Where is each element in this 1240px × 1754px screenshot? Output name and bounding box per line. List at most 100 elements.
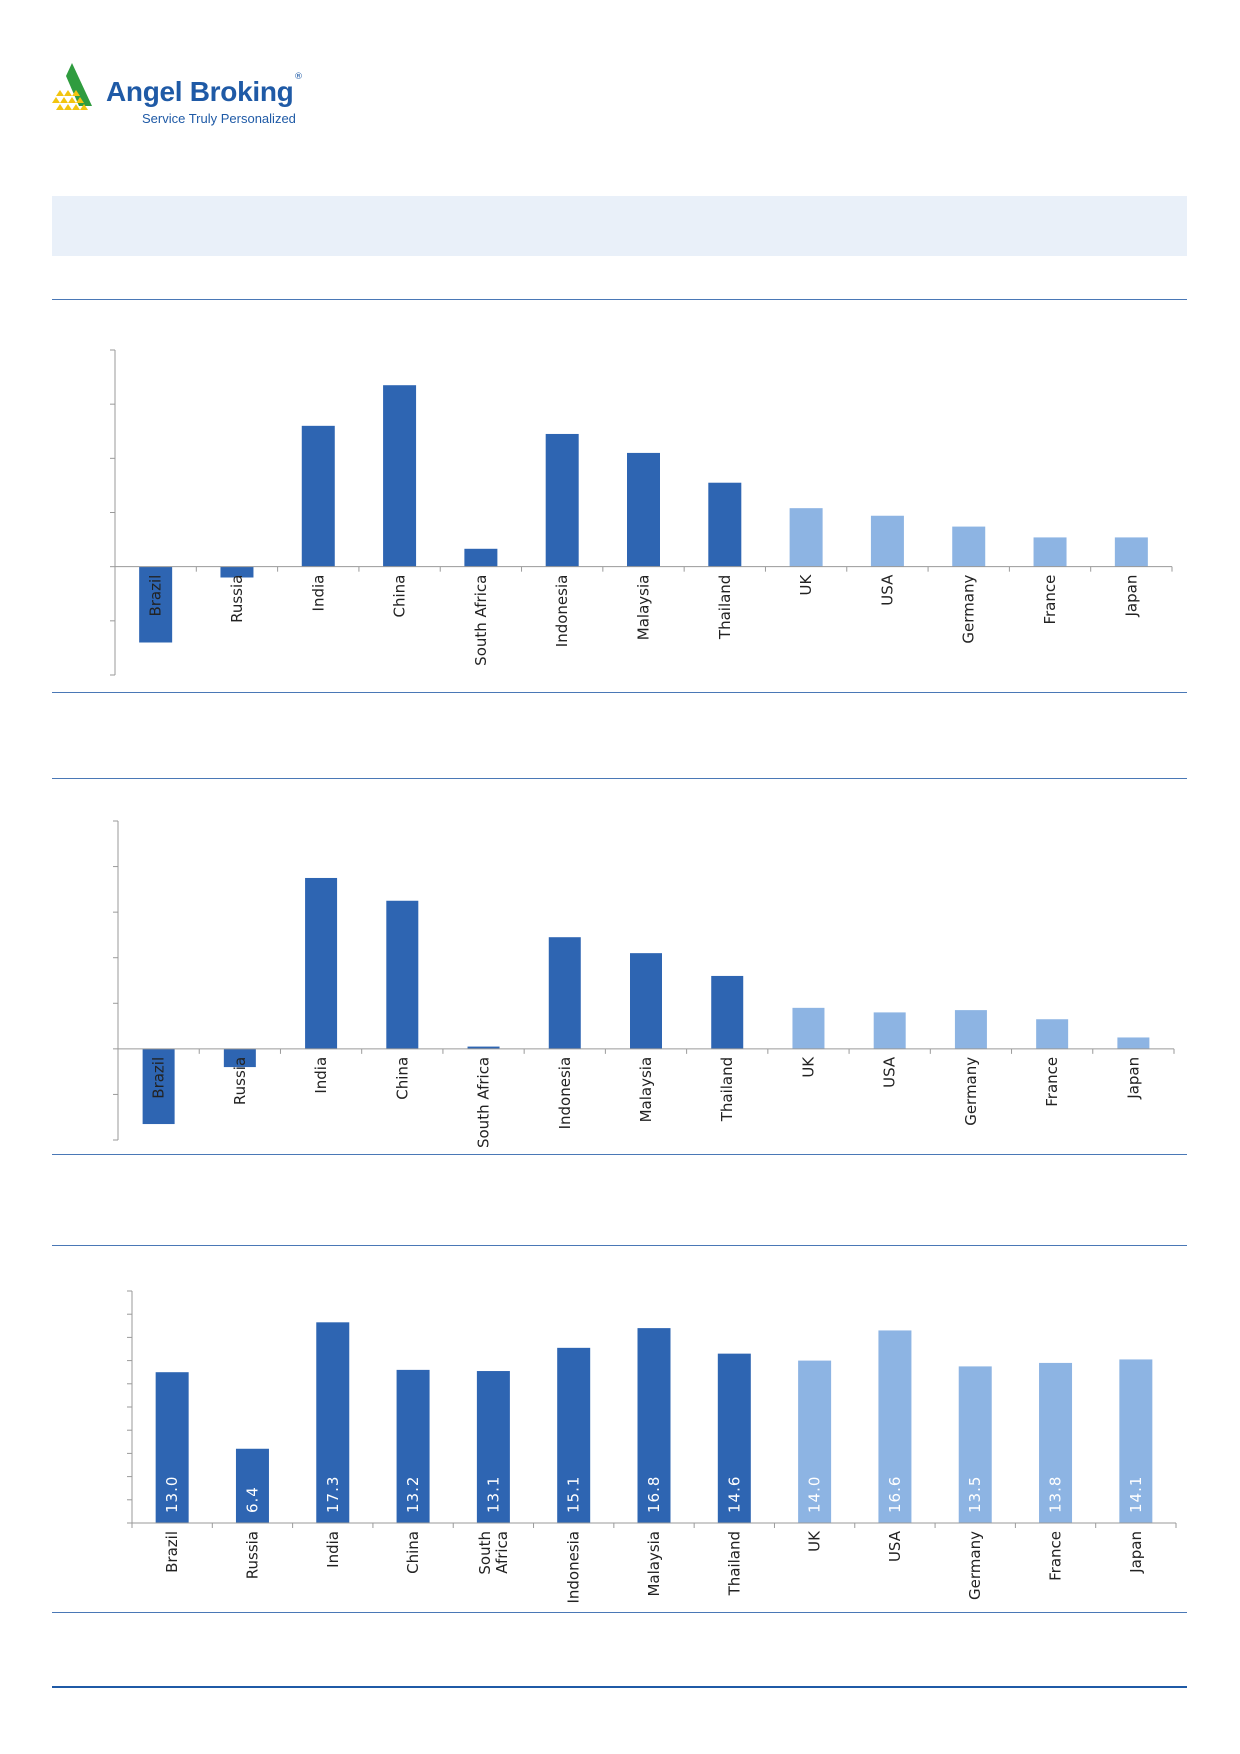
value-label-france: 13.8: [1047, 1476, 1065, 1513]
category-label-china: China: [393, 1057, 411, 1100]
logo-registered-mark: ®: [294, 72, 303, 82]
chart-3-bottom-rule: [52, 1612, 1187, 1613]
bar-france: [1036, 1019, 1069, 1049]
category-label-malaysia: Malaysia: [645, 1531, 663, 1597]
bar-russia: [223, 1048, 256, 1068]
bar-brazil: [155, 1372, 189, 1523]
category-label-india: India: [312, 1057, 330, 1094]
bar-india: [301, 425, 335, 567]
chart-1: Brazil Russia India China South Africa Indone…: [110, 349, 1173, 676]
bar-uk: [792, 1007, 825, 1049]
category-label-uk: UK: [797, 574, 815, 596]
bar-germany: [954, 1010, 987, 1049]
category-label-line: Indonesia: [553, 575, 571, 648]
value-label-japan: 14.1: [1127, 1476, 1145, 1513]
category-label-brazil: Brazil: [163, 1531, 181, 1573]
value-label-malaysia: 16.8: [645, 1476, 663, 1513]
bar-south-africa: [464, 548, 498, 567]
category-label-thailand: Thailand: [718, 1057, 736, 1122]
category-label-line: China: [404, 1531, 422, 1574]
category-label-usa: USA: [881, 1056, 899, 1088]
bar-japan: [1117, 1037, 1150, 1049]
value-label-indonesia: 15.1: [565, 1476, 583, 1513]
category-label-line: USA: [878, 574, 896, 606]
category-label-line: Africa: [493, 1531, 511, 1574]
chart-1-panel: Brazil Russia India China South Africa Indone…: [52, 300, 1187, 692]
bar-germany: [952, 526, 986, 567]
logo-pyramid-icon: [52, 63, 92, 110]
category-label-germany: Germany: [962, 1057, 980, 1126]
bar-russia: [220, 566, 254, 578]
value-label-china: 13.2: [404, 1476, 422, 1513]
category-label-line: India: [324, 1531, 342, 1568]
page-footer-rule: [52, 1686, 1187, 1688]
bar-russia: [235, 1448, 269, 1523]
category-label-france: France: [1043, 1057, 1061, 1107]
category-label-line: Brazil: [163, 1531, 181, 1573]
bar-brazil: [139, 566, 173, 643]
bar-usa: [873, 1012, 906, 1049]
category-label-line: UK: [797, 574, 815, 596]
category-label-thailand: Thailand: [725, 1531, 743, 1596]
bar-japan: [1114, 537, 1148, 567]
bar-usa: [878, 1330, 912, 1523]
value-label-uk: 14.0: [806, 1476, 824, 1513]
category-label-indonesia: Indonesia: [553, 575, 571, 648]
logo-name: Angel Broking: [106, 76, 294, 107]
category-label-france: France: [1041, 575, 1059, 625]
bar-brazil: [142, 1048, 175, 1125]
category-label-line: Brazil: [147, 575, 165, 617]
bar-thailand: [717, 1353, 751, 1523]
chart-3: Brazil Russia India China SouthAfrica Indones…: [127, 1290, 1177, 1604]
category-label-indonesia: Indonesia: [556, 1057, 574, 1130]
category-label-line: India: [309, 575, 327, 612]
category-label-usa: USA: [886, 1530, 904, 1562]
category-label-south-africa: SouthAfrica: [476, 1531, 511, 1575]
category-label-india: India: [309, 575, 327, 612]
category-label-line: Germany: [962, 1057, 980, 1126]
chart-1-top-rule: [52, 299, 1187, 300]
chart-2-bottom-rule: [52, 1154, 1187, 1155]
bar-germany: [958, 1366, 992, 1523]
category-label-line: South: [476, 1531, 494, 1575]
category-label-russia: Russia: [228, 575, 246, 623]
value-label-india: 17.3: [324, 1476, 342, 1513]
category-label-malaysia: Malaysia: [635, 575, 653, 641]
category-label-japan: Japan: [1127, 1531, 1145, 1574]
category-label-line: China: [391, 575, 409, 618]
category-label-uk: UK: [799, 1056, 817, 1078]
bar-france: [1039, 1362, 1073, 1523]
category-label-line: Russia: [243, 1531, 261, 1579]
category-label-line: France: [1047, 1531, 1065, 1581]
category-label-line: Thailand: [718, 1057, 736, 1122]
category-label-line: Thailand: [725, 1531, 743, 1596]
category-label-france: France: [1047, 1531, 1065, 1581]
bar-japan: [1119, 1359, 1153, 1523]
chart-3-panel: Brazil Russia India China SouthAfrica Indones…: [52, 1246, 1187, 1612]
category-label-line: France: [1043, 1057, 1061, 1107]
bar-indonesia: [545, 433, 579, 567]
bar-usa: [870, 515, 904, 567]
value-label-brazil: 13.0: [163, 1476, 181, 1513]
category-label-line: Germany: [966, 1531, 984, 1600]
bar-south-africa: [476, 1371, 510, 1523]
category-label-line: Malaysia: [635, 575, 653, 641]
value-label-russia: 6.4: [243, 1486, 261, 1513]
category-label-line: Russia: [231, 1057, 249, 1105]
category-label-line: USA: [881, 1056, 899, 1088]
category-label-japan: Japan: [1124, 1057, 1142, 1100]
bar-indonesia: [557, 1347, 591, 1523]
category-label-russia: Russia: [243, 1531, 261, 1579]
category-label-line: Indonesia: [565, 1531, 583, 1604]
category-label-china: China: [404, 1531, 422, 1574]
bar-france: [1033, 537, 1067, 567]
category-label-line: Russia: [228, 575, 246, 623]
bar-malaysia: [630, 953, 662, 1049]
bar-india: [305, 877, 338, 1049]
category-label-line: UK: [806, 1530, 824, 1552]
bar-south-africa: [467, 1046, 500, 1049]
category-label-indonesia: Indonesia: [565, 1531, 583, 1604]
bar-china: [386, 900, 419, 1049]
bar-malaysia: [627, 452, 660, 567]
category-label-south-africa: South Africa: [475, 1057, 493, 1148]
